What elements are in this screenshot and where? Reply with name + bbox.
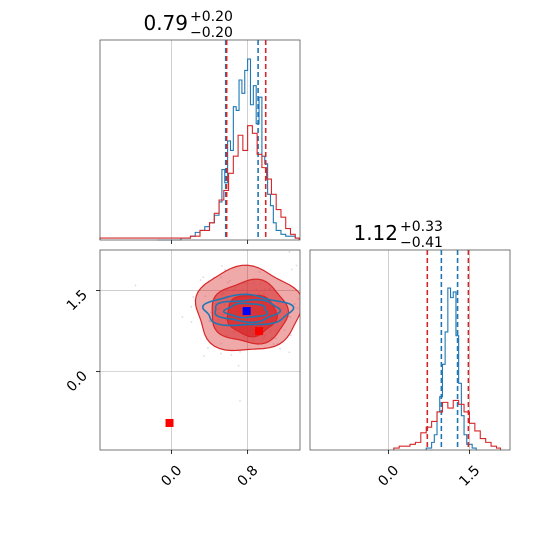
axes-frame xyxy=(99,39,301,241)
sample-point xyxy=(204,295,207,298)
panel-title: 1.12 xyxy=(353,221,398,245)
x-tick-label: 0.0 xyxy=(375,463,402,490)
sample-point xyxy=(297,298,299,300)
sample-point xyxy=(181,316,184,318)
panel-title-lower-error: −0.41 xyxy=(400,235,443,251)
marginal-histogram-right: 1.12 +0.33−0.41 0.0 1.5 xyxy=(309,219,511,490)
sample-point xyxy=(220,352,222,355)
sample-point xyxy=(226,281,229,284)
sample-point xyxy=(230,354,233,357)
x-tick-label: 0.8 xyxy=(234,463,261,490)
marginal-histogram-top: 0.79 +0.20−0.20 xyxy=(99,9,301,244)
sample-point xyxy=(274,337,277,340)
sample-point xyxy=(272,343,275,345)
sample-point xyxy=(293,303,296,305)
x-tick-label: 0.0 xyxy=(158,463,185,490)
axes-frame xyxy=(309,249,511,451)
sample-point xyxy=(258,271,261,273)
y-tick-label: 1.5 xyxy=(64,287,91,314)
joint-contour-panel: 0.0 1.5 0.0 0.8 xyxy=(64,249,337,490)
sample-point xyxy=(220,276,222,278)
blue-contour-level xyxy=(201,293,295,327)
sample-point xyxy=(283,329,286,332)
histogram-series-0 xyxy=(425,287,477,450)
truth-marker xyxy=(255,327,264,336)
sample-point xyxy=(229,279,231,282)
histogram-series-0 xyxy=(157,58,300,241)
histogram-series-1 xyxy=(99,125,300,240)
sample-point xyxy=(288,351,291,354)
sample-point xyxy=(210,311,212,314)
sample-point xyxy=(221,265,223,267)
panel-title-upper-error: +0.20 xyxy=(190,9,233,25)
axes-frame xyxy=(99,249,301,451)
panel-title: 0.79 xyxy=(143,11,188,35)
sample-point xyxy=(202,276,205,279)
sample-point xyxy=(289,334,292,337)
panel-title-lower-error: −0.20 xyxy=(190,25,233,41)
sample-point xyxy=(239,350,241,353)
joint-plot-area xyxy=(100,250,337,450)
sample-point xyxy=(289,316,292,318)
x-tick-label: 1.5 xyxy=(456,463,483,490)
histogram-series-1 xyxy=(393,399,502,450)
sample-point xyxy=(279,347,281,350)
sample-point xyxy=(224,268,226,271)
sample-point xyxy=(190,305,193,308)
blue-contour-level xyxy=(222,302,269,319)
y-tick-label: 0.0 xyxy=(64,368,91,395)
panel-title-upper-error: +0.33 xyxy=(400,219,443,235)
sample-point xyxy=(239,400,241,402)
sample-point xyxy=(208,320,211,323)
sample-point xyxy=(206,347,209,349)
truth-marker xyxy=(242,307,251,316)
sample-point xyxy=(335,310,337,312)
sample-point xyxy=(134,284,137,287)
sample-point xyxy=(290,268,293,271)
sample-point xyxy=(203,354,205,357)
sample-point xyxy=(199,279,202,282)
sample-point xyxy=(288,250,291,253)
sample-point xyxy=(192,296,195,298)
blue-contour-level xyxy=(214,298,282,324)
sample-point xyxy=(295,264,298,267)
sample-point xyxy=(190,321,193,323)
truth-marker xyxy=(165,418,174,427)
sample-point xyxy=(237,364,240,367)
sample-point xyxy=(220,342,223,345)
sample-point xyxy=(296,307,299,310)
